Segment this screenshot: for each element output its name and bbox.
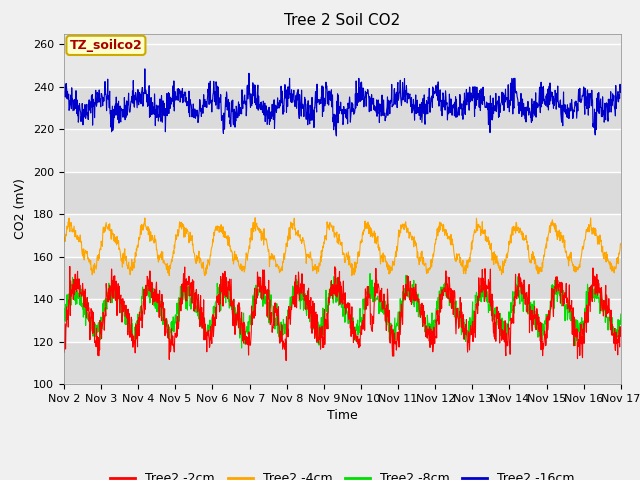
Tree2 -8cm (60, 317, 68, 323)
Tree2 -4cm (171, 245, 179, 251)
Tree2 -16cm (333, 133, 340, 139)
Tree2 -2cm (246, 341, 254, 347)
Tree2 -2cm (60, 349, 68, 355)
Line: Tree2 -8cm: Tree2 -8cm (64, 274, 621, 348)
Y-axis label: CO2 (mV): CO2 (mV) (15, 179, 28, 239)
Tree2 -2cm (184, 279, 192, 285)
Tree2 -8cm (617, 311, 625, 317)
Tree2 -2cm (617, 333, 625, 339)
Tree2 -4cm (165, 273, 173, 278)
Tree2 -2cm (66, 264, 74, 269)
Tree2 -16cm (617, 87, 625, 93)
Tree2 -4cm (184, 231, 192, 237)
Tree2 -8cm (246, 322, 254, 327)
Tree2 -4cm (502, 252, 510, 258)
Tree2 -4cm (252, 215, 259, 221)
Line: Tree2 -4cm: Tree2 -4cm (64, 218, 621, 276)
Tree2 -4cm (60, 238, 68, 244)
Tree2 -16cm (552, 89, 559, 95)
Tree2 -8cm (502, 331, 510, 337)
Tree2 -16cm (429, 86, 437, 92)
Tree2 -2cm (429, 339, 437, 345)
Tree2 -16cm (60, 89, 68, 95)
Tree2 -2cm (171, 336, 179, 342)
Tree2 -16cm (141, 66, 148, 72)
Tree2 -16cm (184, 98, 192, 104)
Line: Tree2 -16cm: Tree2 -16cm (64, 69, 621, 136)
Tree2 -2cm (282, 358, 290, 363)
Text: TZ_soilco2: TZ_soilco2 (70, 39, 142, 52)
Tree2 -8cm (366, 271, 374, 276)
Line: Tree2 -2cm: Tree2 -2cm (64, 266, 621, 360)
Bar (64, 87, 621, 129)
Tree2 -8cm (552, 290, 559, 296)
Tree2 -8cm (170, 323, 178, 328)
Tree2 -4cm (429, 253, 437, 259)
Tree2 -8cm (429, 318, 437, 324)
Tree2 -2cm (502, 331, 510, 336)
Tree2 -4cm (552, 229, 559, 235)
Tree2 -8cm (238, 345, 246, 351)
Bar (64, 342, 621, 384)
Tree2 -4cm (617, 240, 625, 246)
Tree2 -2cm (552, 285, 559, 291)
Tree2 -4cm (246, 239, 254, 245)
Bar (64, 257, 621, 299)
Tree2 -16cm (502, 95, 510, 100)
Bar (64, 172, 621, 214)
Tree2 -16cm (246, 105, 254, 110)
Title: Tree 2 Soil CO2: Tree 2 Soil CO2 (284, 13, 401, 28)
Tree2 -16cm (171, 95, 179, 100)
X-axis label: Time: Time (327, 409, 358, 422)
Tree2 -8cm (184, 285, 191, 290)
Legend: Tree2 -2cm, Tree2 -4cm, Tree2 -8cm, Tree2 -16cm: Tree2 -2cm, Tree2 -4cm, Tree2 -8cm, Tree… (106, 468, 579, 480)
